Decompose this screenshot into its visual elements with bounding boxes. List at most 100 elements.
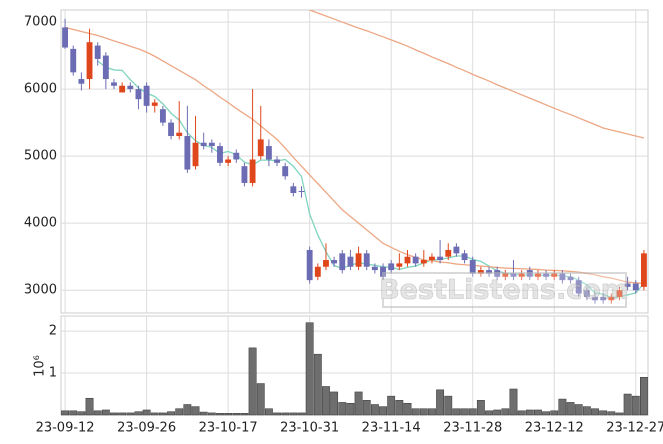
candle-body	[176, 132, 183, 137]
volume-bar	[101, 409, 110, 416]
volume-bar	[150, 412, 159, 416]
candle-body	[535, 273, 541, 277]
volume-marks	[61, 322, 648, 416]
x-tick-label: 23-11-28	[443, 421, 502, 436]
candle-body	[249, 159, 256, 183]
candle-body	[592, 296, 598, 301]
volume-bar	[631, 395, 640, 416]
candle-body	[62, 27, 69, 48]
candle-body	[233, 152, 240, 160]
candle-body	[380, 266, 386, 277]
volume-bar	[436, 389, 445, 416]
price-marks	[62, 10, 647, 304]
volume-bar	[550, 410, 559, 416]
volume-bar	[444, 395, 453, 416]
candle-body	[86, 42, 93, 80]
ma-line	[97, 60, 645, 299]
y-tick-label: 4000	[24, 216, 57, 231]
candle-body	[510, 273, 517, 277]
volume-bar	[85, 397, 94, 416]
volume-bar	[289, 412, 298, 416]
volume-bar	[542, 411, 551, 416]
volume-bar	[232, 413, 241, 416]
candle-body	[543, 273, 550, 277]
candle-body	[551, 273, 558, 277]
volume-bar	[305, 322, 314, 416]
volume-bar	[419, 408, 428, 416]
volume-bar	[346, 403, 355, 416]
volume-bar	[599, 410, 608, 416]
volume-panel	[60, 315, 649, 416]
volume-bar	[525, 409, 534, 416]
candle-body	[323, 260, 329, 267]
y-tick-label: 7000	[24, 15, 57, 30]
volume-bar	[387, 395, 396, 416]
x-tick-label: 23-12-27	[606, 421, 663, 436]
candle-body	[282, 166, 289, 177]
ma-line	[309, 10, 645, 139]
volume-bar	[224, 413, 233, 416]
candle-body	[453, 246, 460, 254]
volume-bar	[493, 409, 502, 416]
candle-body	[600, 296, 607, 301]
volume-bar	[501, 408, 510, 416]
volume-bar	[370, 404, 379, 416]
x-tick-label: 23-11-14	[362, 421, 421, 436]
volume-bar	[93, 410, 102, 416]
volume-bar	[379, 406, 387, 416]
volume-bar	[623, 393, 632, 416]
candle-body	[208, 142, 215, 147]
volume-bar	[313, 353, 322, 416]
candle-body	[429, 256, 435, 261]
volume-bar	[126, 412, 135, 416]
grid	[61, 10, 648, 415]
candle-body	[608, 296, 615, 301]
candle-body	[486, 270, 492, 274]
candle-body	[396, 263, 403, 267]
candle-body	[290, 186, 297, 194]
y-tick-label: 3000	[24, 283, 57, 298]
watermark-text: BestListens.com	[379, 275, 629, 306]
volume-bar	[476, 400, 485, 416]
watermark-box	[382, 272, 627, 308]
candle-body	[420, 260, 427, 264]
volume-bar	[403, 403, 412, 416]
candle-body	[445, 249, 452, 257]
volume-bar	[273, 412, 281, 416]
volume-bar	[534, 409, 542, 416]
candle-body	[363, 253, 370, 267]
volume-bar	[338, 402, 347, 416]
volume-bar	[607, 411, 616, 416]
volume-bar	[118, 412, 127, 416]
volume-bar	[207, 412, 216, 416]
volume-bar	[281, 412, 290, 416]
candle-body	[412, 256, 419, 264]
volume-bar	[256, 383, 265, 416]
volume-bar	[411, 408, 420, 416]
volume-tick-label: 2	[49, 324, 57, 339]
candle-body	[143, 85, 150, 106]
volume-bar	[240, 413, 249, 416]
volume-bar	[452, 408, 461, 416]
volume-bar	[134, 411, 143, 416]
candle-body	[217, 146, 223, 163]
ma-line	[64, 26, 644, 285]
candle-body	[168, 122, 174, 137]
volume-bar	[142, 409, 151, 416]
candle-body	[78, 79, 85, 84]
volume-bar	[574, 404, 583, 416]
volume-bar	[248, 347, 257, 416]
volume-bar	[61, 410, 69, 416]
candle-body	[94, 45, 101, 59]
candle-body	[192, 142, 199, 167]
volume-bar	[591, 408, 599, 416]
volume-bar	[297, 412, 306, 416]
candle-body	[241, 166, 248, 183]
candle-body	[437, 256, 444, 261]
y-tick-label: 5000	[24, 149, 57, 164]
volume-bar	[175, 408, 184, 416]
candle-body	[111, 82, 117, 86]
volume-bar	[69, 410, 78, 416]
volume-bar	[191, 406, 200, 416]
